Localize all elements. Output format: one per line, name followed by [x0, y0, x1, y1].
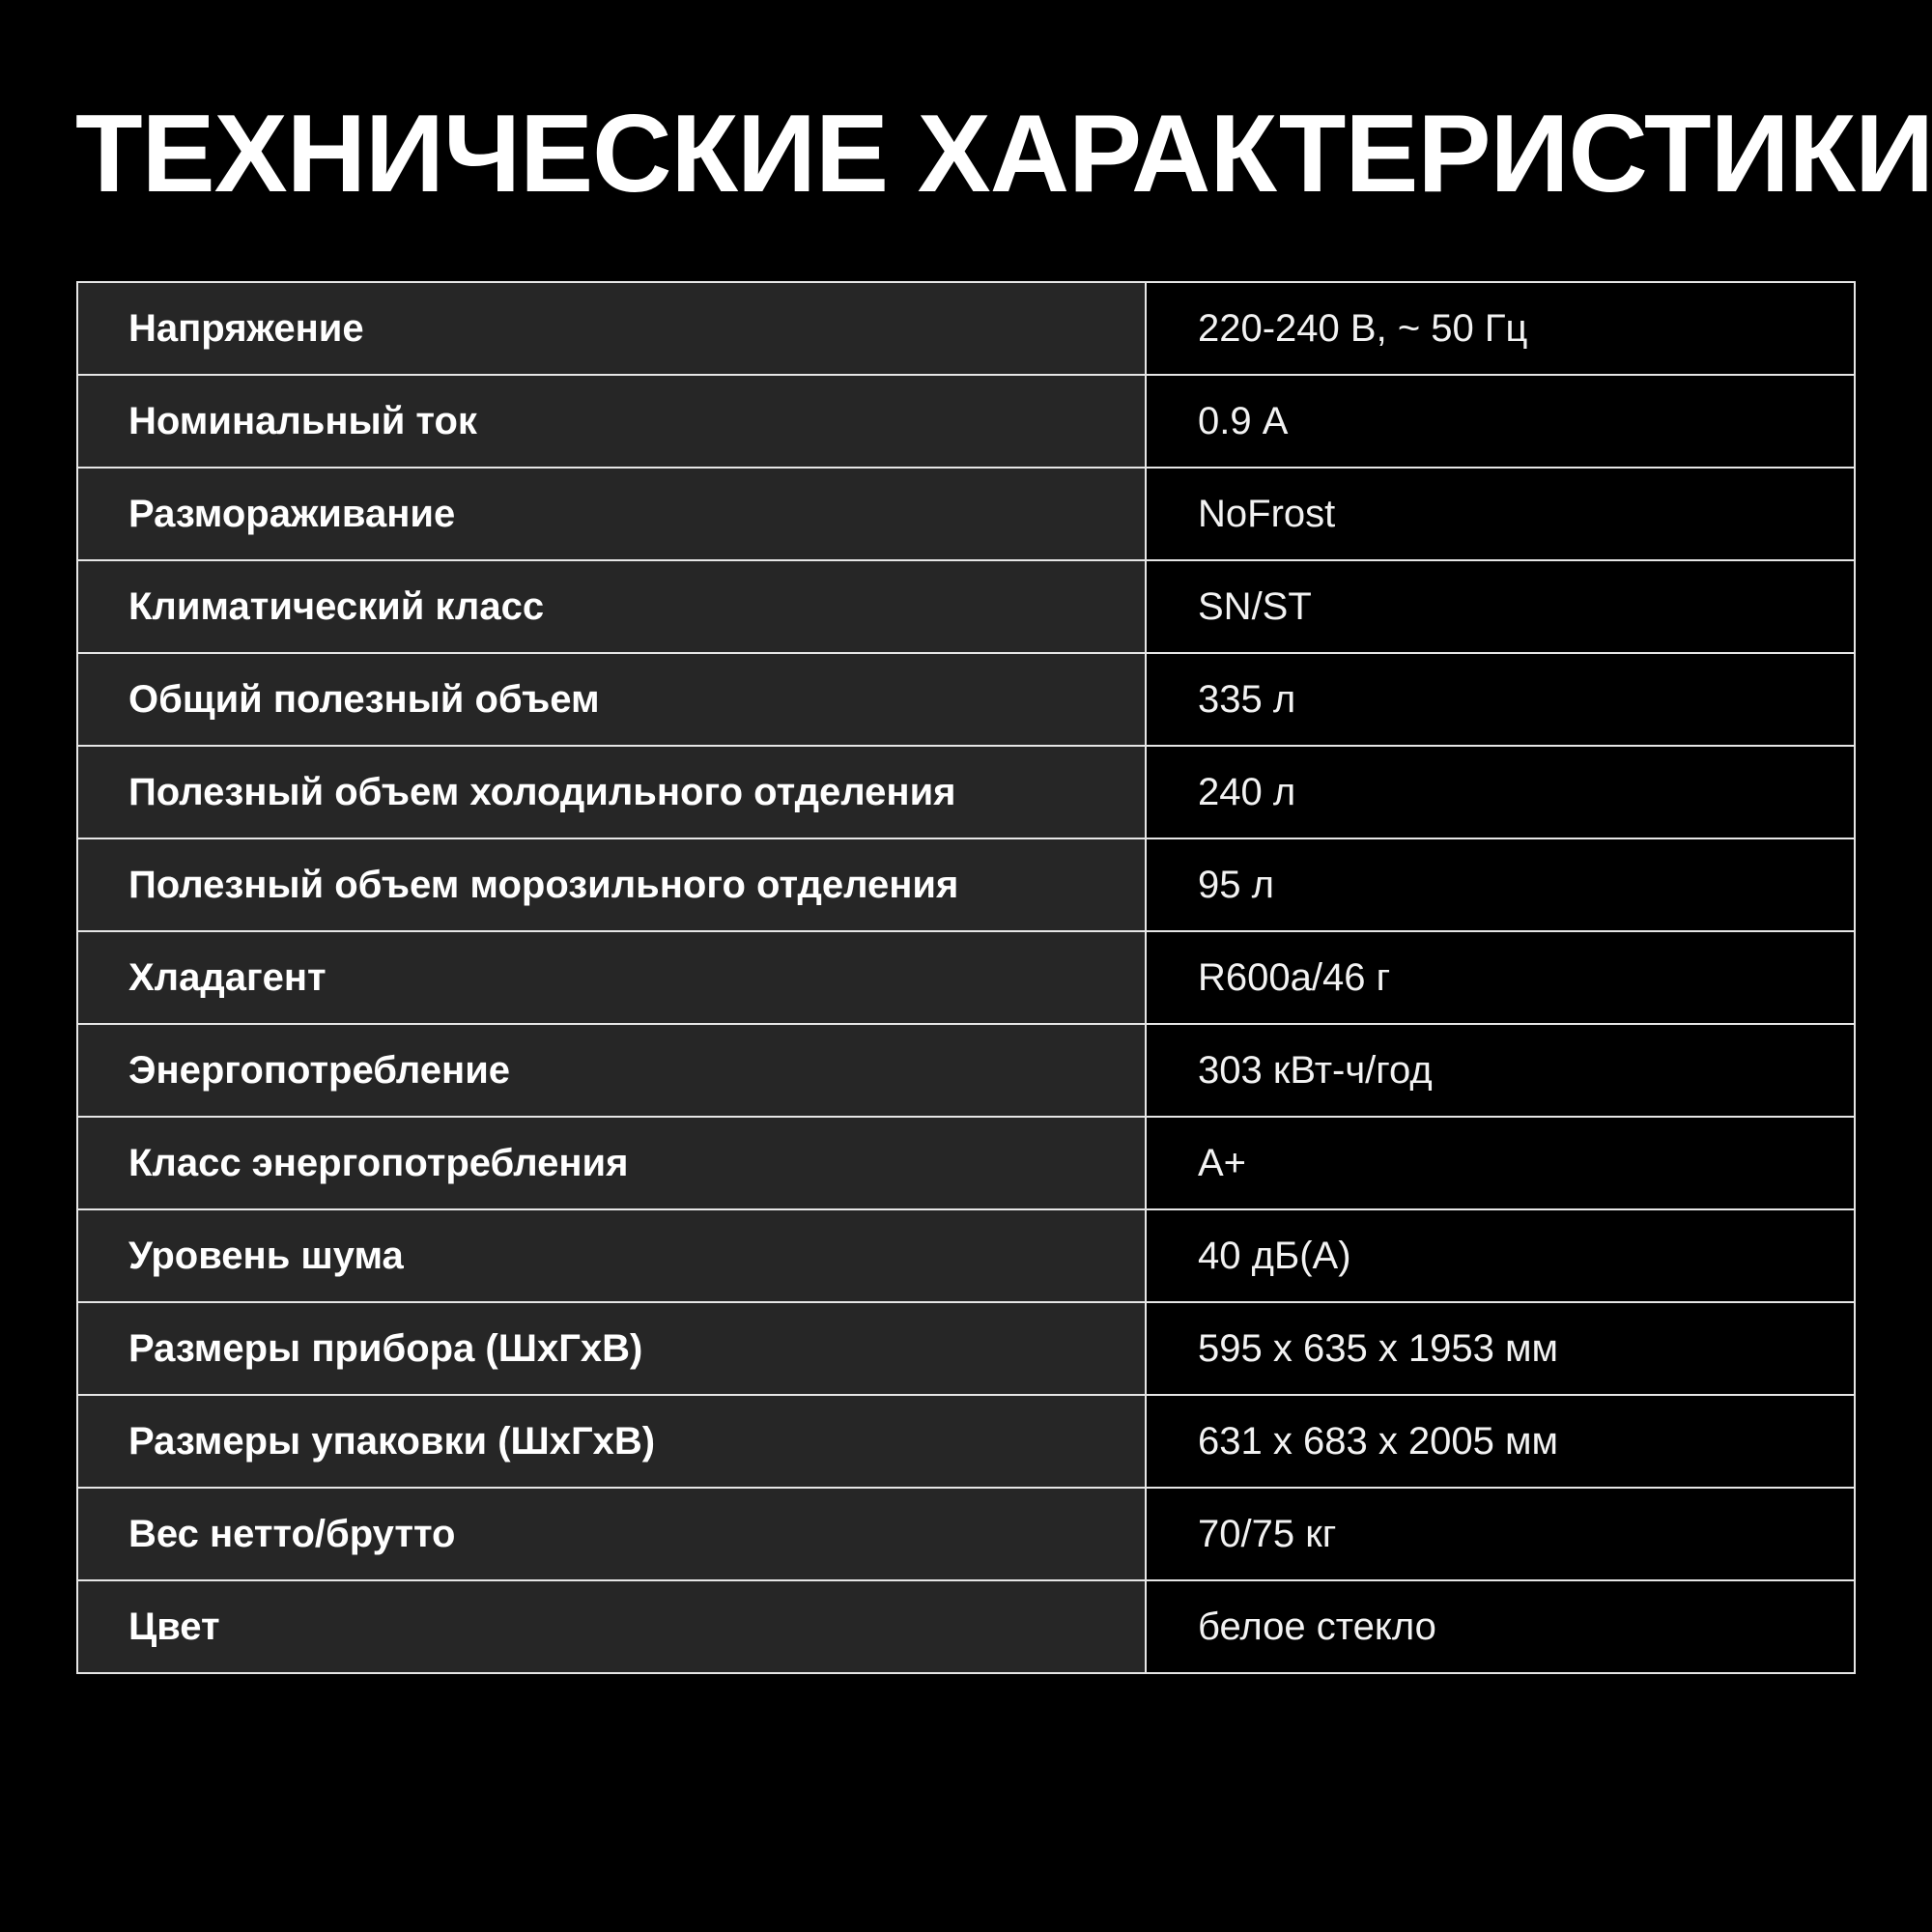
spec-row: Номинальный ток 0.9 А [76, 374, 1856, 469]
spec-row: Вес нетто/брутто 70/75 кг [76, 1487, 1856, 1581]
specs-table: Напряжение 220-240 В, ~ 50 Гц Номинальный … [76, 281, 1856, 1674]
spec-label: Полезный объем холодильного отделения [76, 745, 1147, 839]
spec-row: Цвет белое стекло [76, 1579, 1856, 1674]
spec-value: A+ [1145, 1116, 1856, 1210]
spec-label: Размеры прибора (ШхГхВ) [76, 1301, 1147, 1396]
spec-row: Хладагент R600a/46 г [76, 930, 1856, 1025]
spec-label: Размеры упаковки (ШхГхВ) [76, 1394, 1147, 1489]
spec-label: Класс энергопотребления [76, 1116, 1147, 1210]
spec-value: SN/ST [1145, 559, 1856, 654]
spec-value: белое стекло [1145, 1579, 1856, 1674]
spec-row: Размеры прибора (ШхГхВ) 595 x 635 x 1953 … [76, 1301, 1856, 1396]
spec-label: Напряжение [76, 281, 1147, 376]
spec-row: Размораживание NoFrost [76, 467, 1856, 561]
spec-label: Вес нетто/брутто [76, 1487, 1147, 1581]
spec-label: Общий полезный объем [76, 652, 1147, 747]
spec-label: Полезный объем морозильного отделения [76, 838, 1147, 932]
spec-label: Цвет [76, 1579, 1147, 1674]
spec-value: 595 x 635 x 1953 мм [1145, 1301, 1856, 1396]
spec-value: 95 л [1145, 838, 1856, 932]
spec-row: Общий полезный объем 335 л [76, 652, 1856, 747]
spec-label: Уровень шума [76, 1208, 1147, 1303]
spec-value: 220-240 В, ~ 50 Гц [1145, 281, 1856, 376]
spec-value: R600a/46 г [1145, 930, 1856, 1025]
spec-row: Энергопотребление 303 кВт-ч/год [76, 1023, 1856, 1118]
spec-value: 335 л [1145, 652, 1856, 747]
spec-value: 303 кВт-ч/год [1145, 1023, 1856, 1118]
spec-row: Напряжение 220-240 В, ~ 50 Гц [76, 281, 1856, 376]
spec-label: Номинальный ток [76, 374, 1147, 469]
spec-value: 40 дБ(А) [1145, 1208, 1856, 1303]
spec-label: Размораживание [76, 467, 1147, 561]
spec-label: Энергопотребление [76, 1023, 1147, 1118]
spec-value: 240 л [1145, 745, 1856, 839]
spec-row: Размеры упаковки (ШхГхВ) 631 x 683 x 2005… [76, 1394, 1856, 1489]
spec-value: 0.9 А [1145, 374, 1856, 469]
spec-row: Полезный объем морозильного отделения 95 … [76, 838, 1856, 932]
spec-row: Класс энергопотребления A+ [76, 1116, 1856, 1210]
spec-value: NoFrost [1145, 467, 1856, 561]
spec-row: Уровень шума 40 дБ(А) [76, 1208, 1856, 1303]
spec-row: Полезный объем холодильного отделения 240… [76, 745, 1856, 839]
page-title: ТЕХНИЧЕСКИЕ ХАРАКТЕРИСТИКИ [75, 93, 1932, 215]
spec-label: Хладагент [76, 930, 1147, 1025]
spec-value: 631 x 683 x 2005 мм [1145, 1394, 1856, 1489]
spec-label: Климатический класс [76, 559, 1147, 654]
spec-row: Климатический класс SN/ST [76, 559, 1856, 654]
spec-value: 70/75 кг [1145, 1487, 1856, 1581]
